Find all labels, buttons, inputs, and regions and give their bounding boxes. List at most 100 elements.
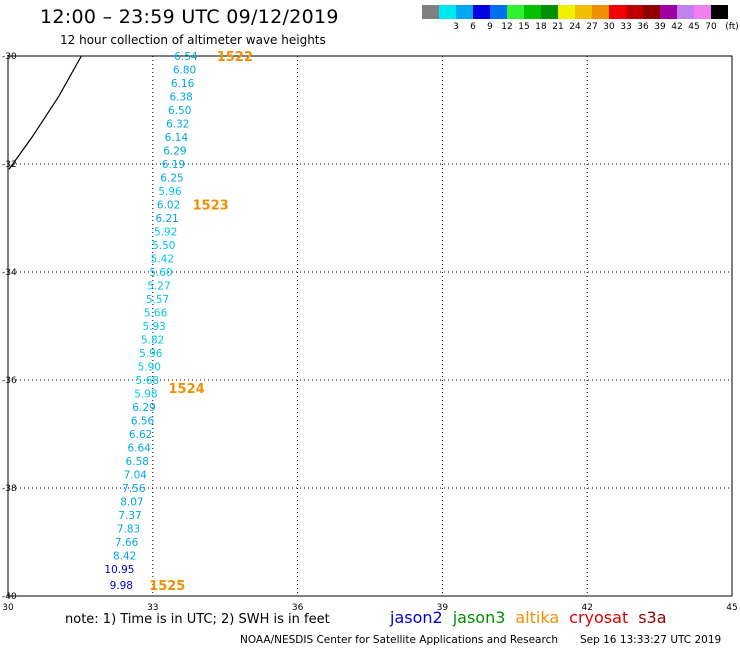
latitude-tick-label: -32 xyxy=(2,160,17,170)
swh-value-label: 6.14 xyxy=(165,132,189,144)
swh-value-label: 6.19 xyxy=(162,159,185,171)
swh-value-label: 5.66 xyxy=(144,308,168,320)
scale-swatch xyxy=(626,5,643,19)
swh-value-label: 5.98 xyxy=(134,389,157,401)
scale-swatch xyxy=(575,5,592,19)
scale-label: 12 xyxy=(501,22,513,32)
satellite-legend-s3a: s3a xyxy=(638,608,667,627)
scale-swatch xyxy=(456,5,473,19)
satellite-legend-altika: altika xyxy=(515,608,560,627)
scale-swatch xyxy=(422,5,439,19)
scale-swatch xyxy=(711,5,728,19)
pass-time-label: 1524 xyxy=(168,382,204,397)
swh-value-label: 7.04 xyxy=(124,470,148,482)
map-frame xyxy=(7,55,733,597)
swh-value-label: 6.25 xyxy=(160,173,183,185)
latitude-tick-label: -34 xyxy=(2,268,17,278)
longitude-tick-label: 30 xyxy=(2,603,14,613)
scale-label: 18 xyxy=(535,22,547,32)
satellite-legend-cryosat: cryosat xyxy=(569,608,629,627)
scale-label: 15 xyxy=(518,22,530,32)
swh-value-label: 6.56 xyxy=(131,416,155,428)
scale-label: 9 xyxy=(487,22,493,32)
swh-value-label: 6.02 xyxy=(157,200,180,212)
swh-value-label: 10.95 xyxy=(104,564,134,576)
swh-value-label: 7.66 xyxy=(115,537,139,549)
latitude-tick-label: -36 xyxy=(2,376,17,386)
scale-swatch xyxy=(694,5,711,19)
scale-label: 6 xyxy=(470,22,476,32)
scale-label: 30 xyxy=(603,22,615,32)
coastline xyxy=(8,55,82,170)
scale-label: 24 xyxy=(569,22,581,32)
scale-swatch xyxy=(592,5,609,19)
footer-note: note: 1) Time is in UTC; 2) SWH is in fe… xyxy=(65,612,330,627)
swh-value-label: 5.82 xyxy=(141,335,164,347)
pass-time-label: 1525 xyxy=(149,579,185,594)
longitude-tick-label: 39 xyxy=(437,603,449,613)
swh-value-label: 7.83 xyxy=(117,524,140,536)
map-subtitle: 12 hour collection of altimeter wave hei… xyxy=(60,33,326,47)
swh-value-label: 5.96 xyxy=(158,186,182,198)
swh-value-label: 5.42 xyxy=(151,254,174,266)
swh-value-label: 6.32 xyxy=(166,119,189,131)
swh-value-label: 7.56 xyxy=(122,483,146,495)
scale-label: 3 xyxy=(453,22,459,32)
generation-timestamp: Sep 16 13:33:27 UTC 2019 xyxy=(580,634,722,646)
scale-label: 42 xyxy=(671,22,683,32)
swh-value-label: 5.68 xyxy=(136,375,159,387)
swh-value-label: 8.42 xyxy=(113,551,136,563)
swh-value-label: 6.16 xyxy=(171,78,195,90)
swh-value-label: 5.27 xyxy=(147,281,170,293)
longitude-tick-label: 42 xyxy=(581,603,592,613)
swh-value-label: 7.37 xyxy=(118,510,141,522)
scale-label: 33 xyxy=(620,22,632,32)
scale-label: 21 xyxy=(552,22,564,32)
scale-swatch xyxy=(507,5,524,19)
latitude-tick-label: -38 xyxy=(2,484,17,494)
scale-swatch xyxy=(660,5,677,19)
pass-time-label: 1522 xyxy=(217,50,253,65)
swh-value-label: 5.60 xyxy=(149,267,172,279)
scale-swatch xyxy=(473,5,490,19)
swh-value-label: 5.96 xyxy=(139,348,163,360)
swh-value-label: 6.38 xyxy=(169,92,192,104)
scale-swatch xyxy=(677,5,694,19)
satellite-legend: jason2 jason3 altika cryosat s3a xyxy=(390,608,677,627)
swh-value-label: 5.90 xyxy=(138,362,161,374)
satellite-legend-jason2: jason2 xyxy=(390,608,443,627)
scale-label: 39 xyxy=(654,22,666,32)
swh-value-label: 6.29 xyxy=(132,402,155,414)
scale-label: 45 xyxy=(688,22,700,32)
credit-text: NOAA/NESDIS Center for Satellite Applica… xyxy=(240,634,558,646)
scale-swatch xyxy=(439,5,456,19)
latitude-tick-label: -40 xyxy=(2,592,17,602)
swh-value-label: 5.57 xyxy=(146,294,169,306)
longitude-tick-label: 45 xyxy=(726,603,737,613)
longitude-tick-label: 33 xyxy=(147,603,158,613)
swh-value-label: 6.54 xyxy=(174,51,198,63)
scale-swatch xyxy=(541,5,558,19)
scale-unit: (ft) xyxy=(725,22,739,32)
swh-value-label: 6.64 xyxy=(127,443,151,455)
swh-value-label: 6.50 xyxy=(168,105,191,117)
swh-value-label: 9.98 xyxy=(110,580,133,592)
latitude-tick-label: -30 xyxy=(2,52,17,62)
scale-swatch xyxy=(643,5,660,19)
scale-label: 36 xyxy=(637,22,649,32)
swh-value-label: 6.29 xyxy=(163,146,186,158)
longitude-tick-label: 36 xyxy=(292,603,304,613)
swh-value-label: 8.07 xyxy=(120,497,143,509)
map-title: 12:00 – 23:59 UTC 09/12/2019 xyxy=(40,6,339,28)
scale-label: 27 xyxy=(586,22,598,32)
swh-value-label: 5.50 xyxy=(152,240,175,252)
swh-value-label: 6.21 xyxy=(155,213,178,225)
scale-label: 70 xyxy=(705,22,717,32)
scale-swatch xyxy=(524,5,541,19)
swh-value-label: 6.58 xyxy=(126,456,149,468)
satellite-legend-jason3: jason3 xyxy=(452,608,506,627)
swh-value-label: 6.80 xyxy=(173,65,196,77)
pass-time-label: 1523 xyxy=(193,199,229,214)
swh-value-label: 5.93 xyxy=(142,321,165,333)
